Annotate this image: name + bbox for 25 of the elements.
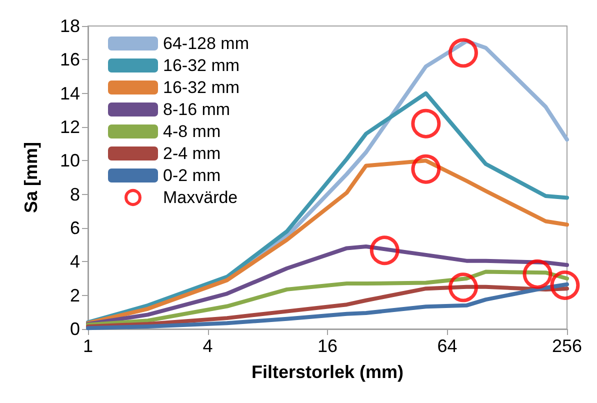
y-tick-label: 8 [70, 184, 80, 204]
y-axis-title: Sa [mm] [21, 142, 41, 214]
y-tick-label: 12 [60, 117, 80, 137]
legend-label: 16-32 mm [163, 78, 240, 97]
legend-label: 16-32 mm [163, 56, 240, 75]
x-tick-label: 1 [82, 336, 94, 356]
legend-label: Maxvärde [163, 188, 238, 207]
y-tick-label: 14 [60, 83, 80, 104]
y-tick-label: 0 [70, 319, 80, 339]
legend-label: 0-2 mm [163, 166, 221, 185]
legend-label: 4-8 mm [163, 122, 221, 141]
y-tick-label: 6 [70, 218, 80, 238]
x-tick-label: 4 [202, 336, 213, 356]
y-tick-label: 10 [60, 150, 80, 171]
y-tick-label: 18 [60, 16, 80, 36]
x-tick-label: 64 [437, 336, 458, 356]
legend-label: 8-16 mm [163, 100, 230, 119]
x-tick-label: 256 [552, 336, 582, 356]
x-tick-label: 16 [317, 336, 338, 356]
y-tick-label: 4 [70, 252, 80, 272]
legend-label: 64-128 mm [163, 34, 249, 53]
legend-label: 2-4 mm [163, 144, 221, 163]
y-tick-label: 2 [70, 285, 80, 306]
x-axis-title: Filterstorlek (mm) [251, 362, 404, 382]
y-tick-label: 16 [60, 50, 80, 70]
